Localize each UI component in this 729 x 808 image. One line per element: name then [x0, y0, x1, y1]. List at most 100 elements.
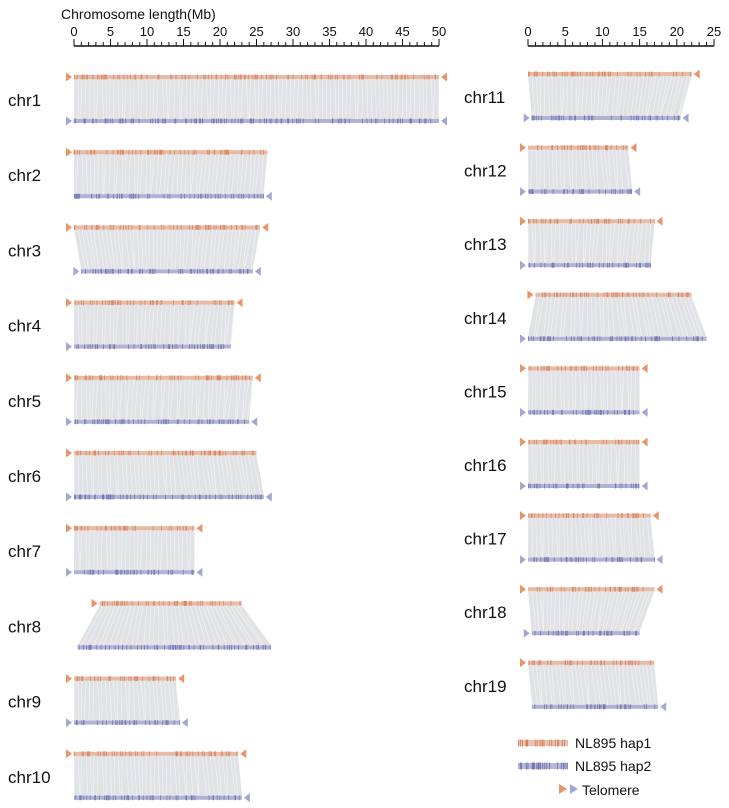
hap1-bar	[74, 150, 268, 155]
hap2-bar	[74, 344, 231, 349]
chromosome-chr7: chr7	[8, 523, 203, 577]
hap1-bar-texture	[73, 74, 436, 80]
telomere-marker	[634, 187, 641, 197]
chromosome-label: chr16	[464, 456, 507, 475]
synteny-ribbon	[74, 229, 261, 270]
telomere-marker	[66, 72, 72, 82]
legend-hap1-swatch	[518, 739, 568, 747]
hap2-bar-texture	[73, 193, 264, 199]
telomere-marker	[641, 481, 648, 491]
telomere-marker	[66, 116, 72, 126]
synteny-links	[527, 370, 641, 411]
chromosome-label: chr13	[464, 235, 507, 254]
telomere-marker	[520, 187, 526, 197]
chromosome-chr2: chr2	[8, 147, 272, 201]
hap2-bar-texture	[75, 419, 245, 425]
hap2-bar-texture	[529, 409, 634, 415]
chromosome-chr12: chr12	[464, 143, 641, 197]
legend-telomere-hap2-icon	[570, 784, 578, 794]
telomere-marker	[520, 511, 526, 521]
legend-telomere-hap1-icon	[559, 784, 567, 794]
chromosome-chr6: chr6	[8, 448, 272, 502]
tick-label: 50	[432, 24, 446, 39]
hap1-bar-texture	[76, 450, 255, 456]
telomere-marker	[520, 658, 526, 668]
telomere-marker	[66, 298, 72, 308]
telomere-marker	[520, 260, 526, 270]
synteny-links	[527, 664, 659, 705]
hap2-bar	[74, 720, 180, 725]
hap2-bar	[528, 410, 640, 415]
telomere-marker	[527, 290, 534, 300]
chromosome-chr15: chr15	[464, 363, 648, 417]
telomere-marker	[265, 492, 272, 502]
hap2-bar	[74, 795, 242, 800]
axes: 0 5 10 15 20 25 30 35 40 45 50 0 5 10 15 20 25	[70, 24, 721, 47]
telomere-marker	[656, 216, 663, 226]
synteny-links	[73, 379, 254, 420]
synteny-ribbon	[74, 79, 439, 119]
telomere-marker	[66, 373, 72, 383]
hap2-bar-texture	[531, 115, 680, 121]
hap2-bar-texture	[73, 118, 432, 124]
telomere-marker	[66, 567, 72, 577]
tick-label: 35	[322, 24, 336, 39]
chromosome-label: chr12	[464, 162, 507, 181]
hap1-bar-texture	[529, 365, 638, 371]
synteny-links	[72, 154, 268, 195]
telomere-marker	[520, 363, 526, 373]
synteny-ribbon	[528, 591, 655, 632]
telomere-marker	[254, 373, 261, 383]
chromosome-chr17: chr17	[464, 511, 663, 565]
telomere-marker	[91, 598, 98, 608]
telomere-marker	[196, 567, 203, 577]
chromosome-label: chr14	[464, 309, 507, 328]
telomere-marker	[656, 584, 663, 594]
telomere-marker	[66, 718, 72, 728]
chromosome-label: chr11	[464, 88, 505, 107]
hap2-bar-texture	[528, 483, 639, 489]
tick-label: 5	[562, 24, 569, 39]
hap2-bar	[528, 189, 633, 194]
synteny-ribbon	[528, 664, 659, 705]
telomere-marker	[520, 334, 526, 344]
telomere-marker	[66, 674, 72, 684]
hap2-bar	[74, 495, 264, 499]
tick-label: 10	[140, 24, 154, 39]
telomere-marker	[66, 523, 72, 533]
chromosome-rows: chr1 chr2 chr3 chr4 chr5 chr6 chr7 chr8 chr9 chr1…	[8, 69, 708, 803]
synteny-ribbon	[74, 755, 242, 796]
hap2-bar-texture	[75, 720, 181, 726]
hap1-bar	[74, 300, 235, 305]
hap2-bar	[531, 116, 681, 120]
telomere-marker	[520, 143, 526, 153]
telomere-marker	[523, 113, 530, 123]
hap1-bar-texture	[73, 525, 194, 531]
synteny-links	[527, 223, 655, 264]
hap1-bar-texture	[74, 224, 258, 230]
synteny-ribbon	[74, 455, 264, 495]
telomere-marker	[254, 266, 261, 276]
hap1-bar	[528, 513, 651, 518]
chromosome-label: chr7	[8, 542, 41, 561]
chromosome-chr10: chr10	[8, 749, 250, 803]
tick-label: 45	[395, 24, 409, 39]
telomere-marker	[520, 481, 526, 491]
telomere-marker	[181, 718, 188, 728]
chromosome-label: chr3	[8, 241, 41, 260]
telomere-marker	[630, 143, 637, 153]
telomere-marker	[520, 437, 526, 447]
hap1-bar-texture	[73, 751, 238, 757]
telomere-marker	[66, 448, 72, 458]
telomere-marker	[441, 116, 447, 126]
hap2-bar-texture	[529, 262, 651, 268]
hap1-bar-texture	[528, 439, 639, 445]
chromosome-chr3: chr3	[8, 222, 269, 276]
synteny-links	[76, 605, 273, 646]
hap2-bar-texture	[81, 268, 249, 274]
synteny-links	[73, 680, 179, 721]
chromosome-chr5: chr5	[8, 373, 261, 427]
hap1-bar-texture	[73, 149, 264, 155]
hap1-bar-texture	[527, 218, 655, 224]
synteny-links	[73, 454, 267, 496]
